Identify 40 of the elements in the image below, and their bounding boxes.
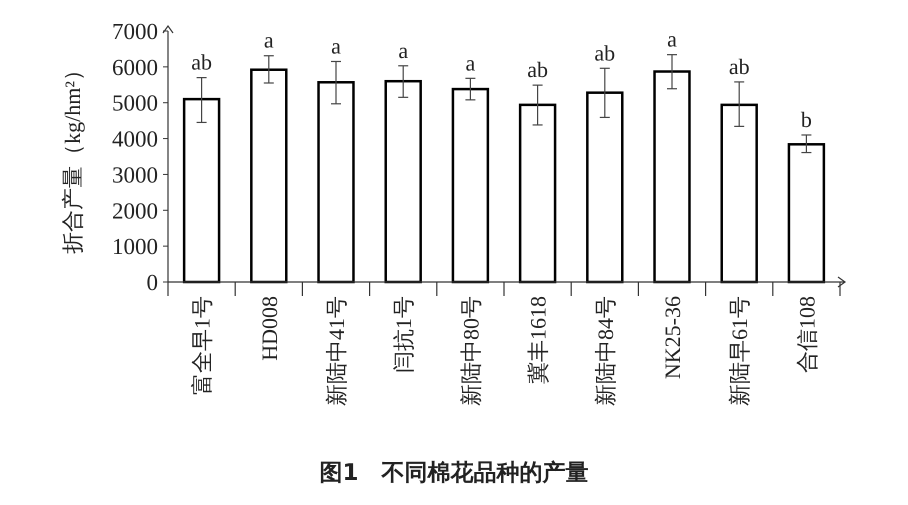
x-tick-label: 新陆早61号 bbox=[727, 296, 752, 406]
y-tick-label: 1000 bbox=[112, 234, 158, 260]
x-tick-label: 合信108 bbox=[794, 296, 820, 373]
y-tick-label: 5000 bbox=[112, 90, 158, 116]
annotation: ab bbox=[594, 40, 616, 66]
annotation: a bbox=[398, 38, 408, 63]
annotation: a bbox=[264, 28, 274, 53]
bar bbox=[653, 70, 691, 284]
y-tick-label: 4000 bbox=[112, 126, 158, 152]
x-tick-label: 冀丰1618 bbox=[526, 296, 551, 384]
x-tick-label: 新陆中80号 bbox=[458, 296, 484, 406]
bar bbox=[250, 68, 288, 284]
x-tick-label: 闫抗1号 bbox=[391, 296, 416, 373]
annotation: a bbox=[667, 26, 678, 52]
x-tick-label: 新陆中84号 bbox=[592, 296, 618, 406]
x-tick-label: HD008 bbox=[256, 296, 282, 361]
bar bbox=[384, 80, 422, 284]
text: 图1 不同棉花品种的产量 bbox=[319, 460, 589, 486]
y-tick-label: 2000 bbox=[112, 198, 158, 224]
x-tick-label: 富全早1号 bbox=[190, 296, 215, 395]
y-tick-label: 6000 bbox=[112, 54, 158, 80]
y-tick-label: 7000 bbox=[112, 19, 158, 44]
y-axis-title: 折合产量（kg/hm²） bbox=[60, 59, 85, 254]
x-tick-label: NK25-36 bbox=[660, 296, 685, 380]
annotation: b bbox=[800, 106, 812, 132]
annotation: ab bbox=[527, 57, 548, 82]
y-tick-label: 0 bbox=[146, 270, 158, 295]
annotation: ab bbox=[728, 54, 750, 79]
bar bbox=[317, 81, 355, 284]
bar bbox=[452, 88, 490, 284]
bar bbox=[518, 104, 556, 284]
annotation: a bbox=[466, 50, 476, 76]
x-tick-label: 新陆中41号 bbox=[324, 296, 349, 406]
bar bbox=[586, 91, 624, 284]
bar bbox=[182, 98, 220, 284]
bar bbox=[720, 104, 758, 284]
y-tick-label: 3000 bbox=[112, 162, 158, 188]
annotation: a bbox=[331, 33, 342, 58]
annotation: ab bbox=[191, 50, 212, 75]
bar bbox=[788, 143, 826, 284]
